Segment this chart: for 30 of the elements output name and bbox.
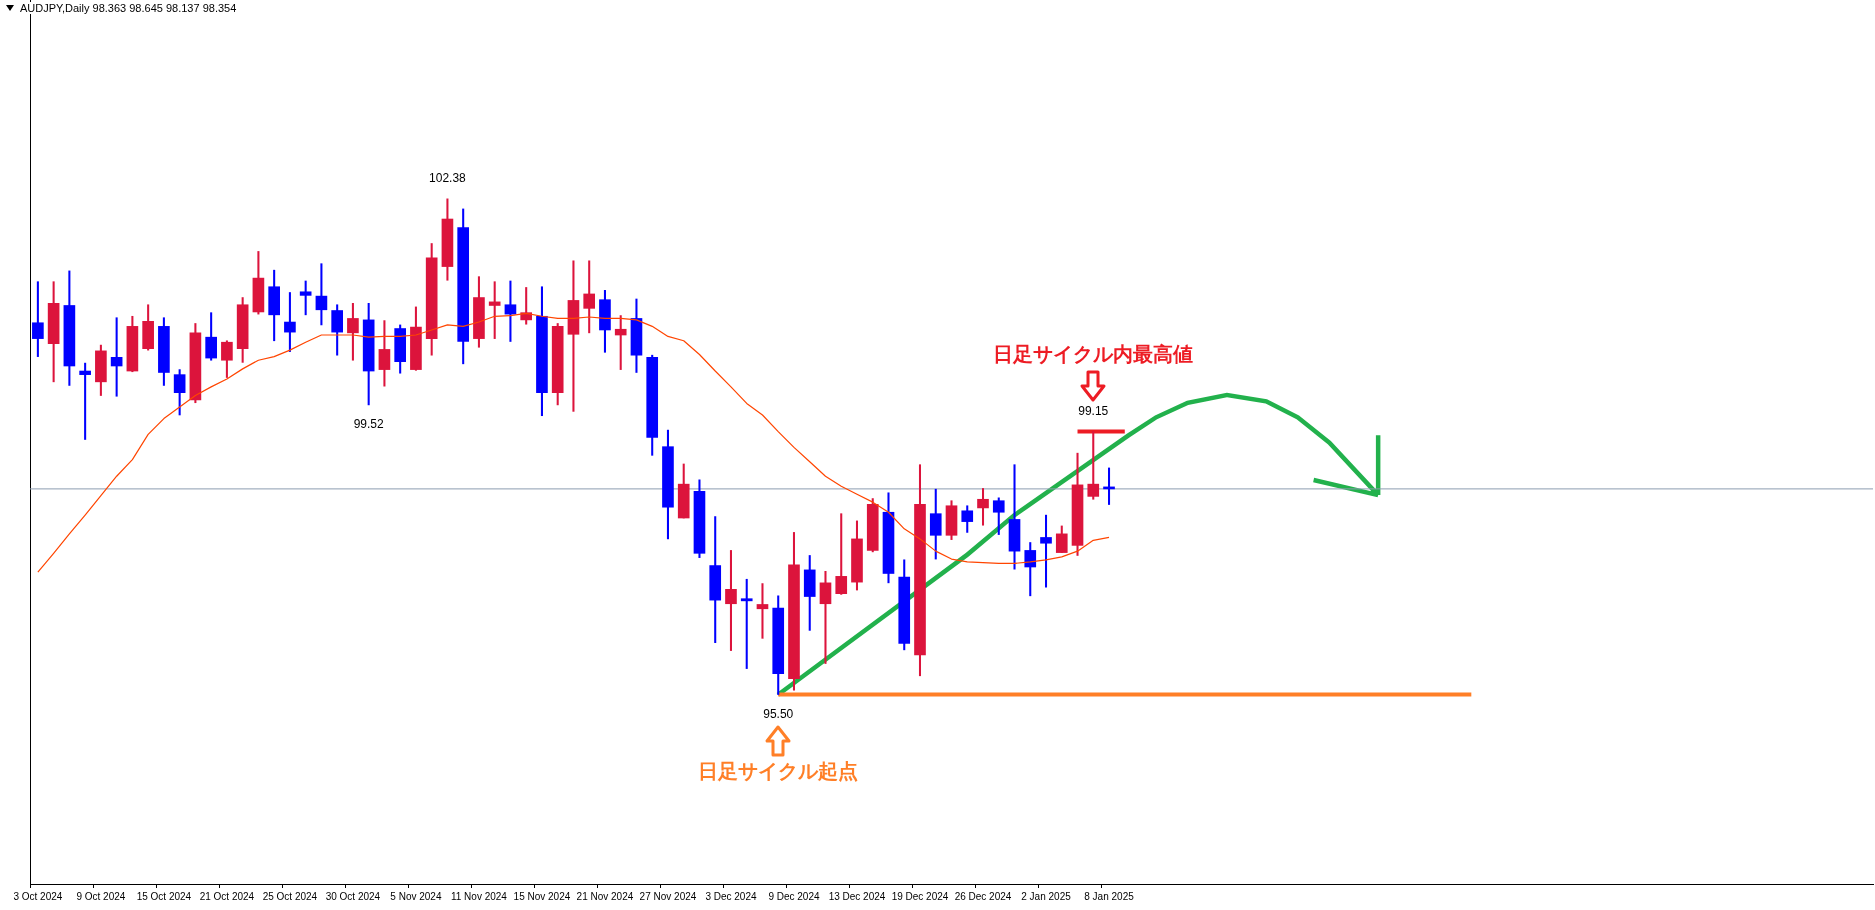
x-tick-label: 9 Oct 2024	[76, 890, 126, 902]
annotation: 日足サイクル起点	[698, 758, 859, 783]
x-tick-label: 2 Jan 2025	[1021, 890, 1072, 902]
chart-title: AUDJPY,Daily 98.363 98.645 98.137 98.354	[20, 2, 237, 14]
x-tick-label: 26 Dec 2024	[954, 890, 1012, 902]
text: 102.38	[429, 171, 466, 186]
x-tick-label: 5 Nov 2024	[390, 890, 442, 902]
candlestick	[756, 583, 769, 639]
text: 95.50	[763, 706, 794, 721]
x-tick-label: 30 Oct 2024	[325, 890, 381, 902]
x-tick-label: 25 Oct 2024	[262, 890, 318, 902]
x-tick-label: 3 Dec 2024	[705, 890, 757, 902]
text: 99.52	[353, 417, 384, 432]
x-tick-label: 9 Dec 2024	[768, 890, 820, 902]
x-tick-label: 27 Nov 2024	[639, 890, 697, 902]
x-tick-label: 21 Nov 2024	[576, 890, 634, 902]
x-tick-label: 19 Dec 2024	[891, 890, 949, 902]
text: 99.15	[1078, 403, 1109, 418]
x-tick-label: 15 Oct 2024	[136, 890, 192, 902]
x-tick-label: 8 Jan 2025	[1084, 890, 1135, 902]
candlestick	[819, 570, 832, 664]
x-tick-label: 3 Oct 2024	[13, 890, 63, 902]
candlestick	[1008, 464, 1021, 570]
x-tick-label: 21 Oct 2024	[199, 890, 255, 902]
candlestick	[740, 578, 753, 669]
annotation: 日足サイクル内最高値	[993, 341, 1194, 366]
x-tick-label: 15 Nov 2024	[513, 890, 571, 902]
x-tick-label: 11 Nov 2024	[450, 890, 508, 902]
candlestick	[79, 362, 91, 440]
x-tick-label: 13 Dec 2024	[828, 890, 886, 902]
